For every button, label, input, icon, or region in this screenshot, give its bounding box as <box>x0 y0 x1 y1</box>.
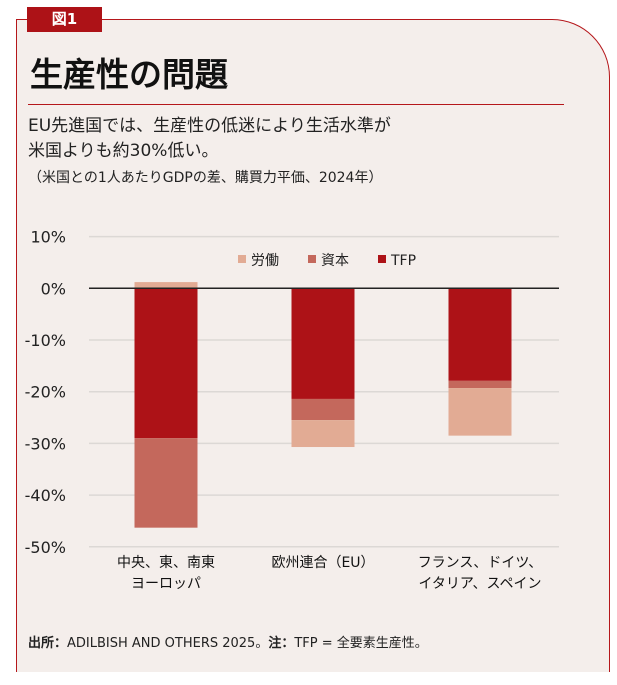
legend-swatch <box>308 255 316 263</box>
footnote-text: TFP = 全要素生産性。 <box>294 636 428 651</box>
chart-note: （米国との1人あたりGDPの差、購買力平価、2024年） <box>28 170 383 186</box>
y-tick-label: 0% <box>41 279 66 298</box>
subtitle: EU先進国では、生産性の低迷により生活水準が 米国よりも約30%低い。 <box>28 114 391 164</box>
bar-労働 <box>134 282 198 289</box>
legend-label: 労働 <box>251 253 279 269</box>
legend-swatch <box>238 255 246 263</box>
y-tick-label: -50% <box>25 538 66 557</box>
x-tick-label-line: 中央、東、南東 <box>117 555 215 571</box>
footnote-label: 注： <box>268 636 295 651</box>
y-tick-label: -30% <box>25 434 66 453</box>
bar-TFP <box>448 288 512 381</box>
bar-資本 <box>134 438 198 528</box>
y-tick-label: -40% <box>25 486 66 505</box>
bar-TFP <box>291 288 355 399</box>
y-tick-label: -20% <box>25 383 66 402</box>
subtitle-line: EU先進国では、生産性の低迷により生活水準が <box>28 116 391 136</box>
x-tick-label: 欧州連合（EU） <box>243 553 403 574</box>
x-tick-label: フランス、ドイツ、 イタリア、スペイン <box>400 553 560 595</box>
figure-tag: 図1 <box>27 7 102 32</box>
x-tick-label-line: ヨーロッパ <box>131 576 201 592</box>
x-tick-label-line: フランス、ドイツ、 <box>417 555 543 571</box>
legend-label: 資本 <box>321 253 349 269</box>
bar-TFP <box>134 288 198 439</box>
x-tick-label-line: イタリア、スペイン <box>418 576 542 592</box>
subtitle-line: 米国よりも約30%低い。 <box>28 141 219 161</box>
legend-label: TFP <box>390 253 416 269</box>
y-tick-label: 10% <box>30 228 66 247</box>
source: 出所：ADILBISH AND OTHERS 2025。注：TFP = 全要素生… <box>28 632 428 651</box>
x-tick-label-line: 欧州連合（EU） <box>271 555 375 571</box>
divider <box>28 104 564 105</box>
bar-資本 <box>291 398 355 421</box>
x-tick-label: 中央、東、南東 ヨーロッパ <box>86 553 246 595</box>
chart-title: 生産性の問題 <box>30 55 228 94</box>
source-text: ADILBISH AND OTHERS 2025。 <box>67 636 269 651</box>
bar-資本 <box>448 380 512 389</box>
bar-労働 <box>291 420 355 448</box>
y-tick-label: -10% <box>25 331 66 350</box>
legend-swatch <box>378 255 386 263</box>
source-label: 出所： <box>28 636 68 651</box>
bar-労働 <box>448 388 512 436</box>
